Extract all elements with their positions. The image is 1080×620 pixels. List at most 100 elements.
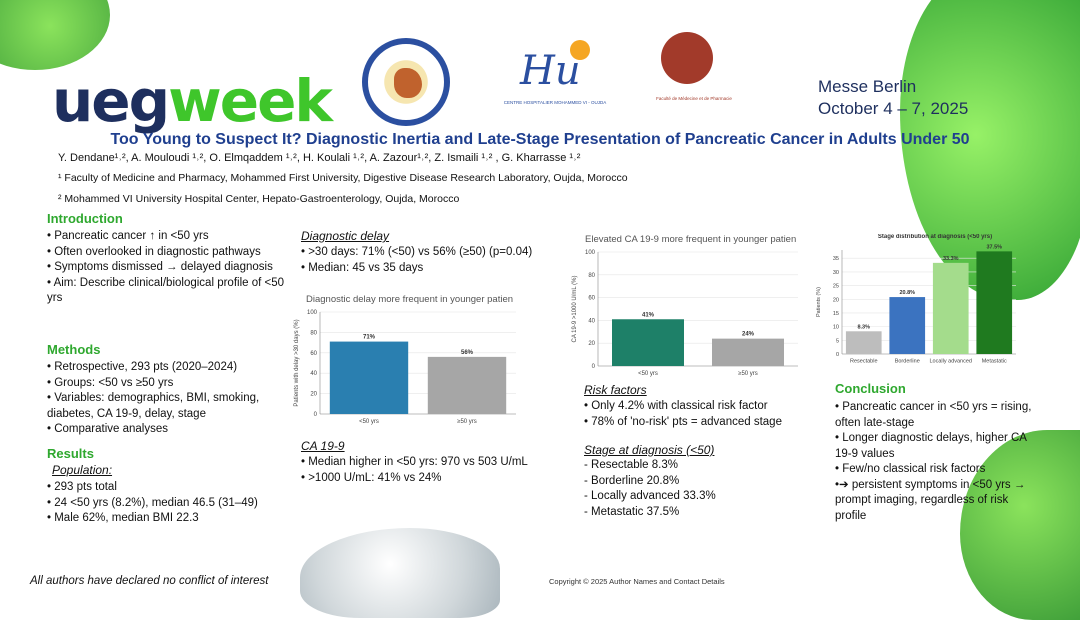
list-item: • Pancreatic cancer ↑ in <50 yrs: [47, 230, 209, 242]
y-tick-label: 40: [588, 318, 595, 324]
list-item: • 293 pts total: [47, 481, 117, 493]
y-tick-label: 5: [836, 338, 839, 344]
bar: [845, 331, 882, 354]
x-tick-label: ≥50 yrs: [738, 371, 758, 377]
y-tick-label: 0: [314, 412, 318, 418]
list-item: •➔ persistent symptoms in <50 yrs → prom…: [835, 478, 1026, 522]
list-item: • Longer diagnostic delays, higher CA 19…: [835, 432, 1027, 460]
y-tick-label: 15: [833, 311, 839, 317]
list-item: - Borderline 20.8%: [584, 474, 680, 487]
list-item: • >30 days: 71% (<50) vs 56% (≥50) (p=0.…: [301, 246, 533, 258]
faculty-logo: Faculté de Médecine et de Pharmacie: [655, 30, 735, 110]
y-tick-label: 20: [310, 392, 317, 398]
population-heading: Population:: [52, 463, 113, 477]
list-item: • Often overlooked in diagnostic pathway…: [47, 245, 261, 258]
stage-heading: Stage at diagnosis (<50): [584, 443, 715, 457]
introduction-list: • Pancreatic cancer ↑ in <50 yrs • Often…: [47, 229, 287, 307]
list-item: • Few/no classical risk factors: [835, 463, 986, 475]
y-tick-label: 25: [833, 284, 839, 290]
bar: [932, 262, 969, 354]
bar-value-label: 33.3%: [943, 256, 959, 262]
bar: [889, 297, 926, 354]
list-item: • 78% of 'no-risk' pts = advanced stage: [584, 415, 782, 428]
list-item: • Median: 45 vs 35 days: [301, 261, 424, 274]
y-tick-label: 0: [592, 364, 596, 370]
stage-chart-title: Stage distribution at diagnosis (<50 yrs…: [877, 234, 993, 240]
x-tick-label: Borderline: [895, 359, 920, 365]
decorative-blob-top-left: [0, 0, 110, 70]
poster-title: Too Young to Suspect It? Diagnostic Iner…: [110, 131, 970, 148]
chu-logo-caption: CENTRE HOSPITALIER MOHAMMED VI - OUJDA: [503, 100, 607, 105]
list-item: • >1000 U/mL: 41% vs 24%: [301, 471, 442, 484]
bar-value-label: 8.3%: [857, 324, 870, 330]
ca199-heading: CA 19-9: [301, 439, 345, 453]
bar: [976, 251, 1013, 354]
bar-value-label: 24%: [742, 332, 755, 338]
x-tick-label: <50 yrs: [638, 371, 658, 377]
y-axis-label: Patients (%): [816, 287, 822, 317]
disclosure-note: All authors have declared no conflict of…: [30, 575, 269, 587]
bar-value-label: 56%: [461, 350, 474, 356]
bar-value-label: 20.8%: [899, 290, 915, 296]
bar: [427, 356, 507, 414]
y-tick-label: 60: [588, 296, 595, 302]
y-tick-label: 20: [588, 341, 595, 347]
results-heading: Results: [47, 446, 94, 461]
introduction-heading: Introduction: [47, 211, 123, 226]
stage-list: - Resectable 8.3% - Borderline 20.8% - L…: [584, 458, 824, 520]
risk-factors-list: • Only 4.2% with classical risk factor •…: [584, 399, 824, 430]
y-tick-label: 80: [588, 273, 595, 279]
list-item: • Variables: demographics, BMI, smoking,…: [47, 392, 260, 420]
venue-place: Messe Berlin: [818, 77, 917, 96]
ueg-logo-text: ueg: [52, 67, 170, 135]
ca199-chart-title: Elevated CA 19-9 more frequent in younge…: [585, 234, 797, 245]
affiliation-2: ² Mohammed VI University Hospital Center…: [58, 193, 460, 205]
bar: [329, 341, 409, 414]
diagnostic-delay-heading: Diagnostic delay: [301, 229, 390, 243]
x-tick-label: ≥50 yrs: [457, 419, 477, 425]
venue-dates: October 4 – 7, 2025: [818, 99, 969, 118]
y-tick-label: 80: [310, 330, 317, 336]
bar: [712, 338, 784, 366]
risk-factors-heading: Risk factors: [584, 383, 647, 397]
y-tick-label: 100: [307, 310, 318, 316]
affiliation-1: ¹ Faculty of Medicine and Pharmacy, Moha…: [58, 172, 628, 184]
conclusion-list: • Pancreatic cancer in <50 yrs = rising,…: [835, 400, 1035, 524]
week-logo-text: week: [168, 67, 333, 135]
bar-value-label: 71%: [363, 335, 376, 341]
y-tick-label: 100: [585, 250, 596, 256]
y-tick-label: 60: [310, 351, 317, 357]
chu-logo-mark: Hu: [520, 48, 581, 94]
list-item: • Symptoms dismissed → delayed diagnosis: [47, 261, 273, 273]
bar-value-label: 41%: [642, 312, 655, 318]
y-tick-label: 30: [833, 270, 839, 276]
x-tick-label: Locally advanced: [929, 359, 972, 365]
faculty-logo-caption: Faculté de Médecine et de Pharmacie: [656, 96, 732, 101]
list-item: • Male 62%, median BMI 22.3: [47, 512, 199, 524]
y-axis-label: Patients with delay >30 days (%): [294, 319, 300, 406]
population-list: • 293 pts total • 24 <50 yrs (8.2%), med…: [47, 480, 277, 527]
y-tick-label: 20: [833, 297, 839, 303]
x-tick-label: Metastatic: [982, 359, 1007, 365]
list-item: • Aim: Describe clinical/biological prof…: [47, 276, 285, 305]
ca199-list: • Median higher in <50 yrs: 970 vs 503 U…: [301, 455, 571, 486]
delay-chart-title: Diagnostic delay more frequent in younge…: [306, 294, 514, 305]
diagnostic-delay-list: • >30 days: 71% (<50) vs 56% (≥50) (p=0.…: [301, 245, 571, 276]
faculty-emblem-icon: [661, 32, 713, 84]
bar: [612, 319, 684, 366]
conclusion-heading: Conclusion: [835, 381, 906, 396]
bar-value-label: 37.5%: [986, 244, 1002, 250]
list-item: • Groups: <50 vs ≥50 yrs: [47, 376, 174, 389]
y-tick-label: 35: [833, 256, 839, 262]
delay-bar-chart: 0 20 40 60 80 100 71% <50 yrs 56% ≥50 yrs Patients…: [294, 310, 516, 425]
list-item: - Metastatic 37.5%: [584, 505, 680, 518]
y-tick-label: 0: [836, 352, 839, 358]
ueg-week-logo: uegweek: [52, 72, 333, 130]
list-item: • Comparative analyses: [47, 423, 168, 435]
y-tick-label: 40: [310, 371, 317, 377]
hepato-gastro-service-logo: [362, 38, 450, 126]
stage-bar-chart: 0 5 10 15 20 25 30 35 8.3% Resectable 20.8% Borderl…: [816, 244, 1016, 365]
list-item: • Median higher in <50 yrs: 970 vs 503 U…: [301, 456, 528, 468]
y-axis-label: CA 19-9 >1000 U/mL (%): [572, 276, 578, 343]
copyright-note: Copyright © 2025 Author Names and Contac…: [549, 577, 725, 586]
